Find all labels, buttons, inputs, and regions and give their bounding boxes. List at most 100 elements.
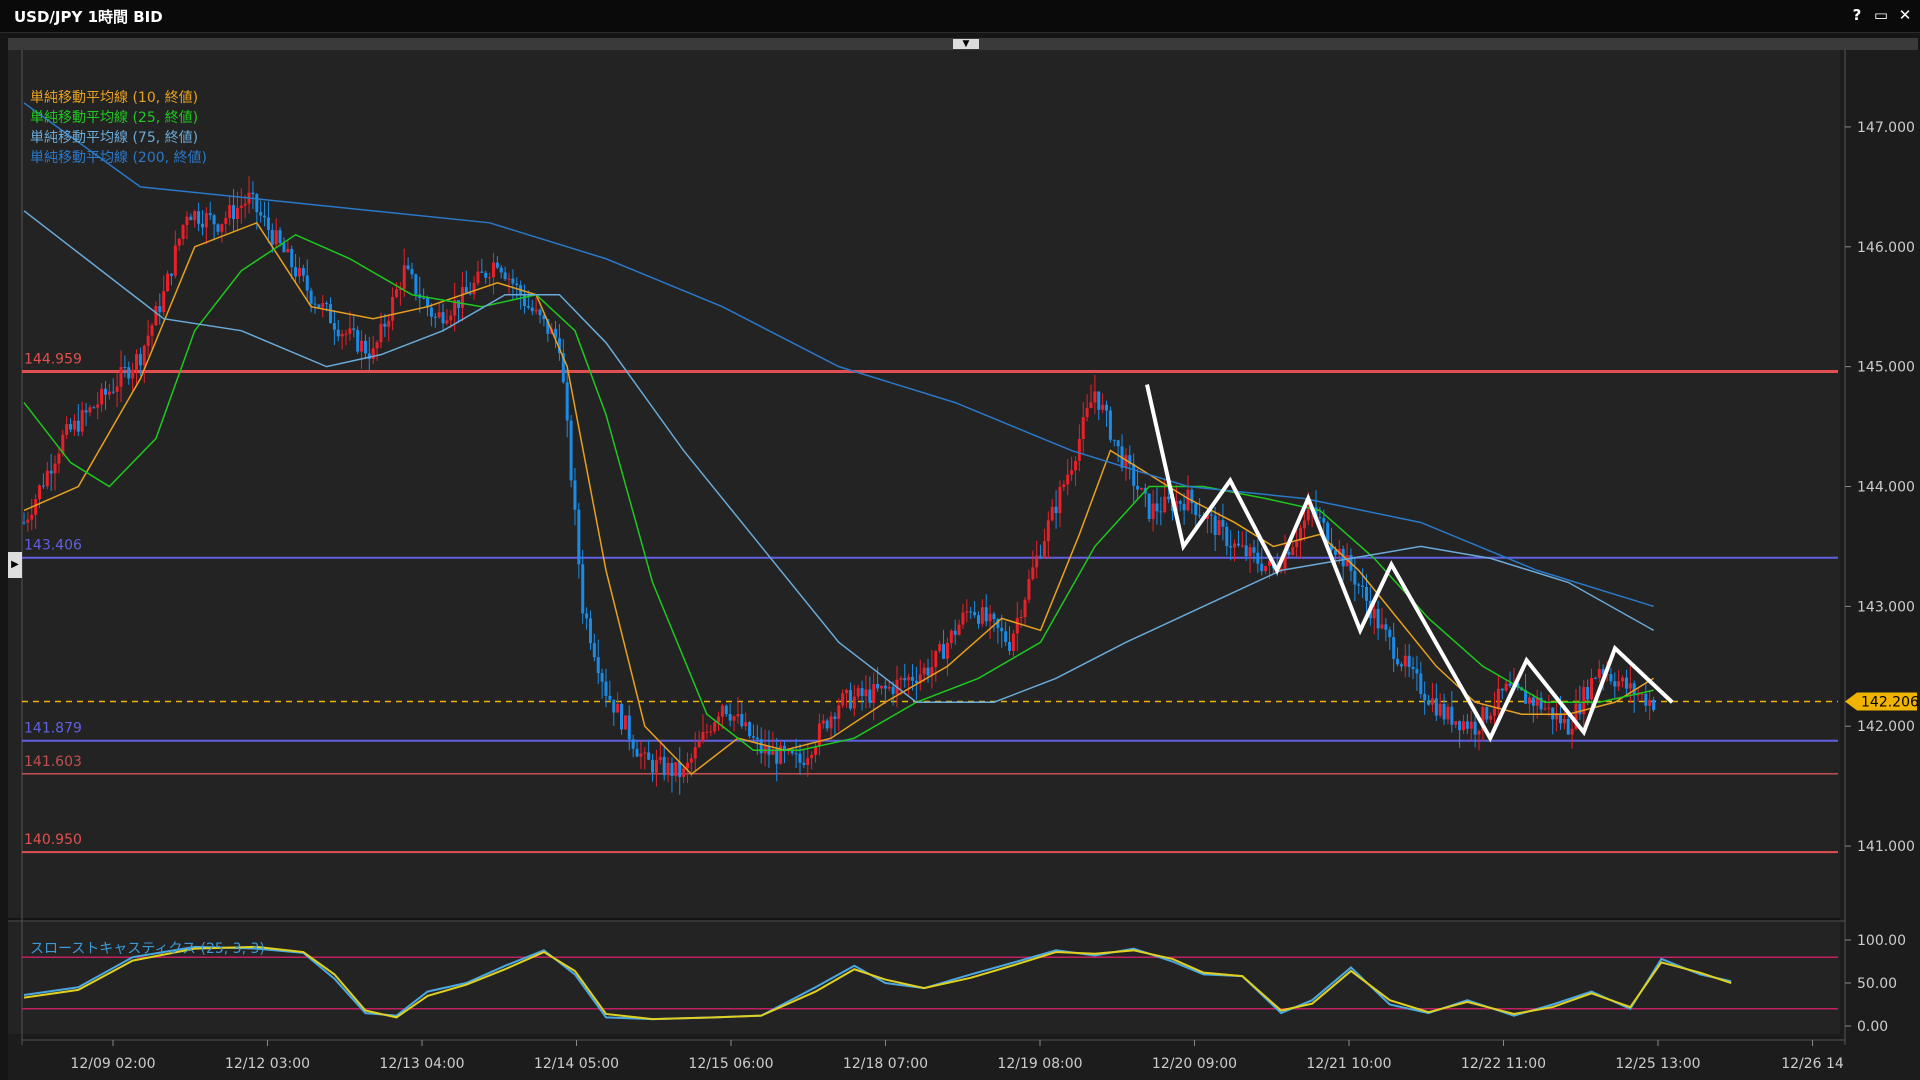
candle-body: [926, 667, 930, 676]
candle-body: [736, 714, 740, 717]
candle-body: [1628, 683, 1632, 689]
candle-body: [534, 309, 538, 312]
candle-body: [266, 217, 270, 231]
candle-body: [321, 302, 325, 308]
moving-average-line: [23, 102, 1654, 608]
candle-body: [282, 242, 286, 253]
candle-body: [1178, 501, 1182, 504]
candle-body: [1632, 683, 1636, 696]
candle-body: [538, 309, 542, 316]
candle-body: [464, 287, 468, 294]
candle-body: [1384, 624, 1388, 630]
candle-body: [612, 699, 616, 713]
current-price-marker: [1845, 692, 1917, 711]
time-tick-label: 12/18 07:00: [843, 1056, 928, 1072]
candle-body: [1000, 627, 1004, 632]
candle-body: [127, 367, 131, 379]
candle-body: [371, 348, 375, 360]
candle-body: [794, 753, 798, 755]
time-tick-label: 12/22 11:00: [1461, 1056, 1546, 1072]
candle-body: [992, 613, 996, 619]
close-icon[interactable]: ✕: [1898, 6, 1912, 24]
candle-body: [1621, 677, 1625, 682]
candle-body: [88, 407, 92, 413]
candle-body: [309, 290, 313, 304]
candle-body: [1229, 546, 1233, 548]
candle-body: [394, 289, 398, 297]
candle-body: [511, 278, 515, 284]
candle-body: [1419, 673, 1423, 694]
level-label: 143.406: [24, 538, 82, 554]
candle-body: [107, 391, 111, 395]
candle-body: [1194, 503, 1198, 515]
candle-body: [1139, 487, 1143, 490]
candle-body: [662, 756, 666, 776]
level-label: 144.959: [24, 352, 82, 368]
candle-body: [329, 304, 333, 324]
candle-body: [476, 271, 480, 283]
candle-body: [367, 353, 371, 360]
candle-body: [26, 519, 30, 523]
candle-body: [1314, 507, 1318, 518]
candle-body: [732, 716, 736, 721]
help-icon[interactable]: ?: [1852, 6, 1862, 24]
candle-body: [1159, 511, 1163, 513]
candle-body: [111, 391, 115, 393]
candle-body: [1155, 503, 1159, 512]
candle-body: [216, 224, 220, 232]
candle-body: [557, 338, 561, 354]
candle-body: [782, 745, 786, 752]
candle-body: [678, 762, 682, 777]
candle-body: [1341, 548, 1345, 567]
candle-body: [1186, 489, 1190, 511]
candle-body: [1364, 586, 1368, 601]
time-tick-label: 12/13 04:00: [379, 1056, 464, 1072]
candle-body: [980, 607, 984, 624]
candle-body: [1116, 440, 1120, 447]
candle-body: [243, 203, 247, 206]
candle-body: [1136, 485, 1140, 490]
candle-body: [1570, 728, 1574, 735]
candle-body: [1516, 683, 1520, 688]
stochastic-tick-label: 0.00: [1857, 1019, 1888, 1035]
candle-body: [717, 716, 721, 723]
candle-body: [790, 749, 794, 754]
price-tick-label: 142.000: [1857, 719, 1915, 735]
candle-body: [65, 424, 69, 435]
candle-body: [259, 212, 263, 216]
candle-body: [449, 315, 453, 321]
candle-body: [142, 345, 146, 366]
candle-body: [1132, 464, 1136, 486]
candle-body: [806, 758, 810, 765]
candle-body: [744, 722, 748, 727]
candle-body: [1586, 686, 1590, 700]
candle-body: [169, 273, 173, 276]
candle-body: [76, 420, 80, 432]
candle-body: [1590, 677, 1594, 700]
candle-body: [232, 205, 236, 220]
candle-body: [922, 667, 926, 675]
candle-body: [80, 410, 84, 432]
candle-body: [949, 630, 953, 643]
side-panel-handle[interactable]: ▶: [8, 552, 22, 578]
candle-body: [670, 762, 674, 776]
candle-body: [810, 754, 814, 759]
candle-body: [1477, 730, 1481, 735]
candle-body: [1458, 721, 1462, 731]
candle-body: [751, 736, 755, 738]
candle-body: [907, 676, 911, 681]
candle-body: [1062, 484, 1066, 488]
candle-body: [817, 723, 821, 747]
candle-body: [973, 612, 977, 616]
candle-body: [375, 342, 379, 349]
candle-body: [162, 291, 166, 313]
candle-body: [658, 756, 662, 761]
collapse-toggle-button[interactable]: ▼: [953, 39, 979, 49]
candle-body: [1306, 509, 1310, 521]
moving-average-line: [23, 233, 1654, 751]
candle-body: [616, 703, 620, 713]
candle-body: [1403, 655, 1407, 667]
maximize-icon[interactable]: ▭: [1873, 6, 1889, 24]
candle-body: [1652, 699, 1656, 711]
candle-body: [515, 283, 519, 286]
